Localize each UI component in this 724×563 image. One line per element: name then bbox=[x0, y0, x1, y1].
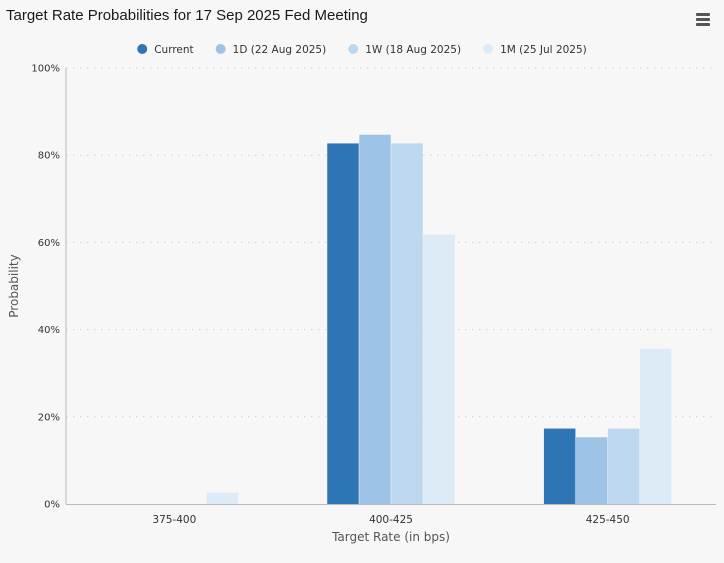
legend-item-label[interactable]: Current bbox=[154, 44, 193, 56]
menu-line bbox=[696, 23, 710, 26]
y-tick-label: 100% bbox=[31, 64, 60, 75]
legend-marker[interactable] bbox=[137, 44, 148, 54]
menu-line bbox=[696, 18, 710, 21]
menu-line bbox=[696, 13, 710, 16]
bar[interactable]: Current — 425-450: 17.3% bbox=[543, 428, 576, 504]
legend-marker[interactable] bbox=[348, 44, 359, 54]
bar[interactable]: 1W (18 Aug 2025) — 425-450: 17.3% bbox=[607, 428, 640, 504]
x-tick-label: 400-425 bbox=[369, 514, 413, 526]
legend-item-label[interactable]: 1W (18 Aug 2025) bbox=[365, 44, 461, 56]
bar[interactable]: 1M (25 Jul 2025) — 375-400: 2.6% bbox=[206, 492, 239, 504]
bar[interactable]: Current — 400-425: 82.7% bbox=[327, 143, 359, 505]
y-tick-label: 60% bbox=[38, 238, 60, 249]
legend-item-label[interactable]: 1M (25 Jul 2025) bbox=[500, 44, 587, 56]
y-axis-title: Probability bbox=[7, 254, 21, 317]
x-tick-label: 375-400 bbox=[152, 514, 196, 526]
y-tick-label: 80% bbox=[38, 151, 60, 162]
legend-marker[interactable] bbox=[483, 44, 494, 54]
bar[interactable]: 1D (22 Aug 2025) — 425-450: 15.3% bbox=[575, 437, 608, 504]
y-tick-label: 40% bbox=[38, 325, 60, 336]
y-tick-label: 20% bbox=[38, 412, 60, 423]
bar[interactable]: 1W (18 Aug 2025) — 400-425: 82.7% bbox=[391, 143, 423, 505]
x-axis-title: Target Rate (in bps) bbox=[331, 530, 450, 544]
y-tick-label: 0% bbox=[44, 500, 60, 511]
x-tick-label: 425-450 bbox=[586, 514, 630, 526]
bar[interactable]: 1M (25 Jul 2025) — 400-425: 61.8% bbox=[423, 234, 455, 504]
bar[interactable]: 1M (25 Jul 2025) — 425-450: 35.6% bbox=[639, 348, 672, 504]
chart-title: Target Rate Probabilities for 17 Sep 202… bbox=[6, 7, 368, 24]
bar[interactable]: 1D (22 Aug 2025) — 400-425: 84.7% bbox=[359, 134, 391, 504]
legend-marker[interactable] bbox=[215, 44, 226, 54]
legend-item-label[interactable]: 1D (22 Aug 2025) bbox=[233, 44, 327, 56]
hamburger-menu-icon[interactable] bbox=[694, 11, 712, 27]
